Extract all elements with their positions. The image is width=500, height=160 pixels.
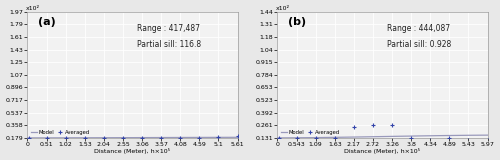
Averaged <box>100 136 108 139</box>
Averaged <box>388 124 396 127</box>
Model <box>92 137 98 139</box>
Model <box>327 136 333 138</box>
Model <box>443 135 449 136</box>
Model <box>193 136 199 138</box>
Model <box>234 136 240 138</box>
Model <box>170 136 176 138</box>
Averaged <box>426 138 434 141</box>
Model <box>484 134 490 136</box>
Averaged <box>369 124 377 127</box>
Text: x10²: x10² <box>26 6 40 11</box>
Averaged <box>176 136 184 139</box>
Averaged <box>292 136 300 139</box>
Model <box>401 135 407 137</box>
Averaged <box>138 136 146 139</box>
Model <box>454 134 460 136</box>
Model <box>70 137 75 139</box>
Text: x10²: x10² <box>276 6 289 11</box>
Text: (b): (b) <box>288 17 306 27</box>
Averaged <box>234 134 241 137</box>
Averaged <box>26 137 34 139</box>
Text: Range : 444,087: Range : 444,087 <box>386 24 450 33</box>
Model <box>464 134 470 136</box>
X-axis label: Distance (Meter), h×10⁵: Distance (Meter), h×10⁵ <box>344 148 420 154</box>
Averaged <box>312 136 320 139</box>
Model <box>412 135 418 137</box>
Model <box>36 137 42 139</box>
Model <box>348 136 354 138</box>
Model <box>370 136 376 138</box>
Model <box>137 137 143 139</box>
Model <box>475 134 481 136</box>
Model <box>338 136 344 138</box>
Model <box>182 136 188 138</box>
Model <box>359 136 365 138</box>
Model <box>148 137 154 139</box>
Model <box>159 137 165 139</box>
Model <box>24 137 30 139</box>
Averaged <box>331 136 339 139</box>
Model <box>226 136 232 138</box>
Model <box>296 137 302 139</box>
Model <box>380 136 386 137</box>
Averaged <box>484 138 492 141</box>
Text: Partial sill: 0.928: Partial sill: 0.928 <box>386 40 451 48</box>
Averaged <box>196 137 203 139</box>
Averaged <box>275 137 283 139</box>
Model <box>390 135 396 137</box>
Averaged <box>119 136 127 139</box>
Model <box>80 137 86 139</box>
Model <box>316 137 322 139</box>
Averaged <box>62 137 70 139</box>
Model <box>306 137 312 139</box>
Averaged <box>214 136 222 139</box>
Model <box>58 137 64 139</box>
Averaged <box>350 125 358 128</box>
X-axis label: Distance (Meter), h×10⁵: Distance (Meter), h×10⁵ <box>94 148 170 154</box>
Model <box>114 137 120 139</box>
Averaged <box>80 136 88 139</box>
Legend: Model, Averaged: Model, Averaged <box>280 129 340 135</box>
Averaged <box>446 136 454 139</box>
Text: Range : 417,487: Range : 417,487 <box>136 24 200 33</box>
Averaged <box>42 137 50 139</box>
Model <box>126 137 132 139</box>
Model <box>285 137 291 139</box>
Model <box>103 137 109 139</box>
Model <box>47 137 53 139</box>
Model <box>432 135 438 137</box>
Line: Model: Model <box>278 135 488 138</box>
Model <box>204 136 210 138</box>
Model <box>422 135 428 137</box>
Legend: Model, Averaged: Model, Averaged <box>30 129 90 135</box>
Line: Model: Model <box>28 137 238 138</box>
Text: (a): (a) <box>38 17 56 27</box>
Model <box>216 136 222 138</box>
Averaged <box>157 136 165 139</box>
Averaged <box>464 138 472 141</box>
Averaged <box>407 136 415 139</box>
Text: Partial sill: 116.8: Partial sill: 116.8 <box>136 40 201 48</box>
Model <box>274 137 280 139</box>
